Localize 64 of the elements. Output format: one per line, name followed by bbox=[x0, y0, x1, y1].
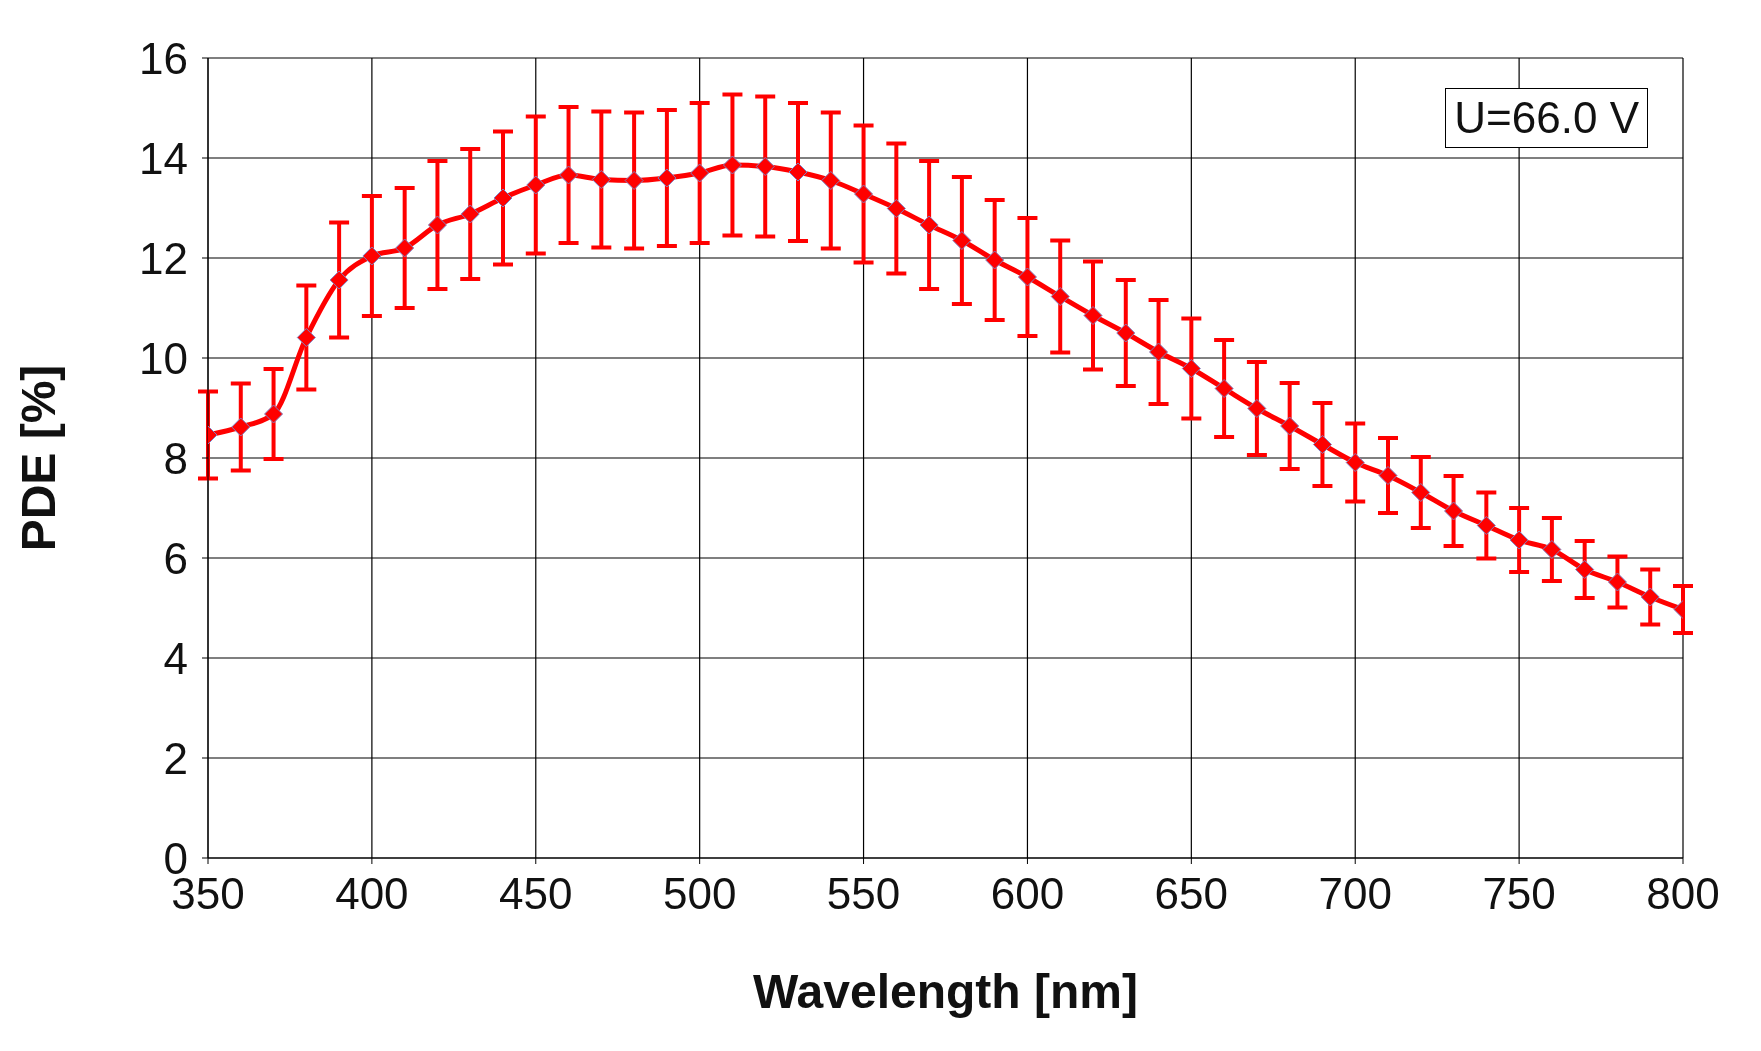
point bbox=[985, 250, 1005, 270]
point bbox=[493, 188, 513, 208]
y-tick-label: 14 bbox=[139, 133, 188, 183]
point bbox=[854, 184, 874, 204]
point bbox=[1444, 501, 1464, 521]
x-tick-label: 600 bbox=[990, 869, 1065, 919]
point bbox=[1214, 379, 1234, 398]
point bbox=[526, 175, 546, 195]
point bbox=[559, 165, 579, 185]
x-tick-label: 750 bbox=[1482, 869, 1556, 919]
point bbox=[1181, 359, 1201, 378]
point bbox=[1411, 483, 1431, 502]
point bbox=[1017, 267, 1037, 287]
point bbox=[657, 168, 677, 188]
x-tick-label: 800 bbox=[1646, 869, 1720, 919]
point bbox=[624, 171, 644, 190]
point bbox=[395, 238, 415, 258]
x-tick-label: 500 bbox=[662, 869, 737, 919]
point bbox=[722, 155, 742, 175]
y-tick-label: 12 bbox=[139, 233, 188, 283]
point bbox=[362, 246, 382, 266]
y-tick-label: 2 bbox=[163, 733, 188, 783]
point bbox=[1575, 560, 1595, 579]
point bbox=[952, 231, 972, 250]
x-axis-title: Wavelength [nm] bbox=[753, 965, 1138, 1018]
point bbox=[886, 199, 906, 218]
point bbox=[231, 417, 251, 437]
point bbox=[427, 215, 447, 235]
point bbox=[1083, 306, 1103, 325]
point bbox=[591, 170, 611, 189]
point bbox=[1280, 416, 1300, 436]
point bbox=[264, 404, 284, 424]
point bbox=[1247, 399, 1267, 418]
point bbox=[1149, 342, 1169, 362]
point bbox=[296, 328, 316, 347]
y-tick-label: 10 bbox=[139, 333, 188, 383]
x-tick-label: 400 bbox=[335, 869, 409, 919]
x-tick-label: 700 bbox=[1318, 869, 1392, 919]
point bbox=[1050, 287, 1070, 306]
y-tick-label: 16 bbox=[139, 33, 188, 83]
y-tick-label: 8 bbox=[163, 433, 188, 483]
point bbox=[1509, 530, 1529, 550]
point bbox=[1116, 323, 1136, 343]
y-tick-label: 4 bbox=[163, 633, 188, 683]
point bbox=[1476, 516, 1496, 535]
point bbox=[1378, 466, 1398, 485]
point bbox=[788, 162, 808, 182]
point bbox=[460, 204, 480, 224]
point bbox=[329, 270, 349, 290]
x-tick-label: 450 bbox=[499, 869, 573, 919]
point bbox=[690, 163, 710, 183]
point bbox=[821, 171, 841, 190]
point bbox=[1542, 540, 1562, 559]
y-tick-label: 6 bbox=[163, 533, 188, 583]
annotation: U=66.0 V bbox=[1445, 88, 1648, 148]
point bbox=[1312, 435, 1332, 454]
point bbox=[919, 215, 939, 235]
x-tick-label: 550 bbox=[826, 869, 901, 919]
point bbox=[755, 157, 775, 176]
x-tick-label: 650 bbox=[1154, 869, 1229, 919]
point bbox=[1640, 587, 1660, 607]
y-axis-title: PDE [%] bbox=[12, 364, 66, 552]
point bbox=[1607, 572, 1627, 592]
point bbox=[1345, 453, 1365, 472]
